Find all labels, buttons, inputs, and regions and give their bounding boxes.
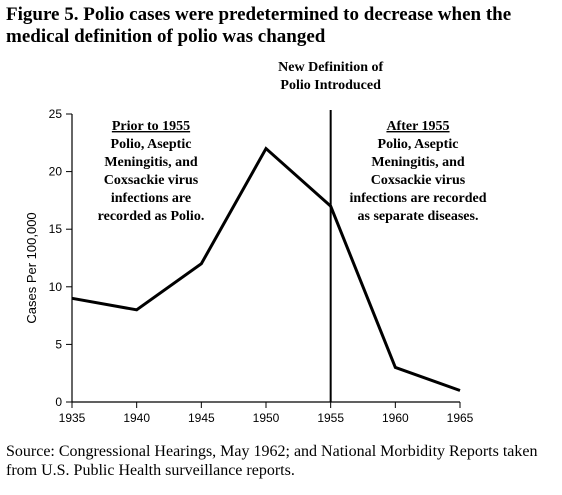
annotation-after-line: as separate diseases. xyxy=(358,209,479,224)
annotation-before-line: Polio, Aseptic xyxy=(111,137,192,152)
y-tick-label: 20 xyxy=(49,165,63,179)
annotation-before-heading: Prior to 1955 xyxy=(112,119,190,134)
definition-change-label: Polio Introduced xyxy=(280,78,381,93)
y-tick-label: 5 xyxy=(55,337,62,351)
x-tick-label: 1955 xyxy=(317,411,344,425)
annotation-after-line: Coxsackie virus xyxy=(371,173,466,188)
x-tick-label: 1940 xyxy=(123,411,150,425)
annotation-before-line: recorded as Polio. xyxy=(98,209,205,224)
annotation-before-line: Coxsackie virus xyxy=(104,173,199,188)
y-axis-label: Cases Per 100,000 xyxy=(24,212,39,323)
annotation-after-heading: After 1955 xyxy=(386,119,449,134)
annotation-after-line: infections are recorded xyxy=(349,191,486,206)
annotation-before-line: infections are xyxy=(111,191,191,206)
annotation-after-line: Meningitis, and xyxy=(371,155,465,170)
annotation-after-line: Polio, Aseptic xyxy=(378,137,459,152)
x-tick-label: 1950 xyxy=(253,411,280,425)
y-tick-label: 15 xyxy=(49,222,63,236)
figure-title: Figure 5. Polio cases were predetermined… xyxy=(6,4,512,47)
x-tick-label: 1965 xyxy=(447,411,474,425)
y-tick-label: 0 xyxy=(55,395,62,409)
annotation-before-line: Meningitis, and xyxy=(104,155,198,170)
x-tick-label: 1935 xyxy=(59,411,86,425)
y-tick-label: 25 xyxy=(49,107,63,121)
definition-change-label: New Definition of xyxy=(278,60,383,75)
x-tick-label: 1960 xyxy=(382,411,409,425)
x-tick-label: 1945 xyxy=(188,411,215,425)
y-tick-label: 10 xyxy=(49,280,63,294)
source-note: Source: Congressional Hearings, May 1962… xyxy=(6,443,538,479)
